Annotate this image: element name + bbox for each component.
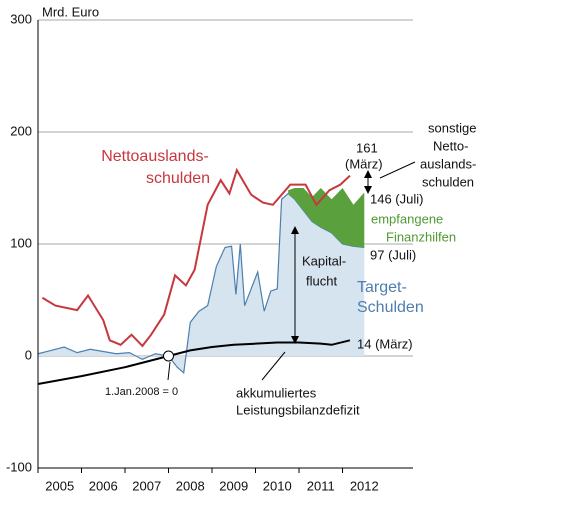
annotation: 161 [356,140,378,155]
stacked-area [288,188,365,248]
annotation: 1.Jan.2008 = 0 [105,386,178,398]
annotation: empfangene [371,211,443,226]
y-axis-label: Mrd. Euro [42,4,99,19]
annotation: schulden [146,170,210,187]
x-tick-label: 2006 [89,478,118,493]
line [37,339,351,385]
area-fill [38,193,365,373]
annotation: akkumuliertes [236,385,317,400]
y-tick-label: -100 [6,459,32,474]
x-tick-label: 2007 [132,478,161,493]
annotation: Kapital- [302,253,346,268]
x-tick-label: 2011 [307,478,335,493]
annotation: 97 (Juli) [370,247,416,262]
annotation: (März) [345,156,383,171]
annotation: schulden [422,174,474,189]
annotation: Finanzhilfen [386,229,456,244]
annotation: flucht [306,273,337,288]
x-tick-label: 2009 [219,478,248,493]
y-tick-label: 300 [10,11,32,26]
annotation: 14 (März) [357,336,413,351]
origin-marker [163,350,174,362]
pointer-line [379,161,416,179]
annotation: Leistungsbilanzdefizit [236,402,360,417]
annotation: Netto- [433,138,468,153]
x-tick-label: 2005 [45,478,74,493]
pointer-line [261,351,286,381]
annotation: sonstige [428,120,476,135]
area-line [37,192,365,374]
x-tick-label: 2012 [350,478,379,493]
y-tick-label: 100 [10,235,32,250]
x-tick-label: 2010 [263,478,292,493]
pointer-line [167,361,171,381]
annotation: Target- [357,279,407,296]
y-tick-label: 0 [25,347,32,362]
x-tick-label: 2008 [176,478,205,493]
annotation: auslands- [420,156,476,171]
annotation: Nettoauslands- [101,148,209,165]
annotation: Schulden [357,299,424,316]
y-tick-label: 200 [10,123,32,138]
annotation: 146 (Juli) [370,191,423,206]
line [41,167,351,348]
